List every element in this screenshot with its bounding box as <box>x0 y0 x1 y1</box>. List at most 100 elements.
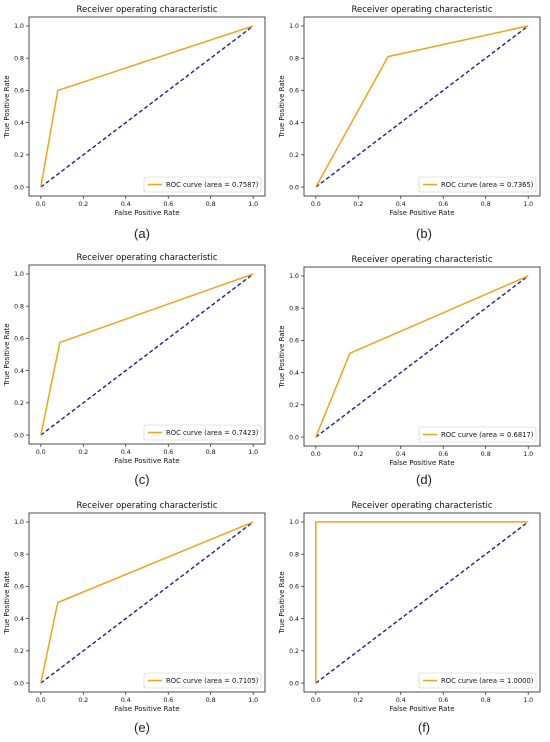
x-tick-label: 0.8 <box>206 697 216 704</box>
y-tick-label: 0.0 <box>14 432 24 439</box>
roc-panel-b: Receiver operating characteristic 0.0 0.2 0… <box>275 0 550 222</box>
roc-curve-line <box>40 25 254 188</box>
legend-box <box>418 176 537 193</box>
y-tick-label: 0.4 <box>289 370 299 377</box>
y-axis-label: True Positive Rate <box>278 75 286 138</box>
x-tick-label: 1.0 <box>248 697 258 704</box>
y-tick-label: 0.2 <box>14 400 24 407</box>
y-tick-label: 0.2 <box>289 152 299 159</box>
y-tick-label: 0.0 <box>289 184 299 191</box>
y-tick-label: 0.8 <box>14 55 24 62</box>
panel-caption: (b) <box>416 226 432 241</box>
x-tick-label: 1.0 <box>523 451 533 458</box>
y-tick-label: 0.2 <box>14 648 24 655</box>
x-tick-label: 0.4 <box>121 201 131 208</box>
y-axis-label: True Positive Rate <box>3 75 11 138</box>
y-tick-label: 0.6 <box>289 88 299 95</box>
x-tick-label: 0.2 <box>353 201 363 208</box>
legend-box <box>143 176 262 193</box>
y-tick-label: 1.0 <box>289 23 299 30</box>
y-tick-label: 0.4 <box>289 120 299 127</box>
roc-chart-svg: Receiver operating characteristic 0.0 0.2 0… <box>278 501 541 713</box>
x-tick-label: 0.6 <box>438 451 448 458</box>
x-axis-label: False Positive Rate <box>114 209 179 217</box>
roc-curve-line <box>40 521 254 684</box>
x-tick-label: 0.0 <box>311 697 321 704</box>
y-tick-label: 0.6 <box>14 88 24 95</box>
x-tick-label: 0.0 <box>36 449 46 456</box>
legend-label: ROC curve (area = 0.6817) <box>441 431 534 439</box>
x-tick-label: 1.0 <box>523 697 533 704</box>
x-tick-label: 0.8 <box>481 451 491 458</box>
y-tick-label: 0.8 <box>14 303 24 310</box>
roc-panel-f: Receiver operating characteristic 0.0 0.2 0… <box>275 496 550 718</box>
x-tick-label: 0.0 <box>311 201 321 208</box>
x-tick-label: 0.8 <box>206 449 216 456</box>
legend-box <box>418 672 537 689</box>
x-tick-label: 0.8 <box>481 201 491 208</box>
x-tick-label: 1.0 <box>248 201 258 208</box>
y-tick-label: 1.0 <box>14 519 24 526</box>
x-axis-label: False Positive Rate <box>114 457 179 465</box>
y-tick-label: 0.4 <box>14 368 24 375</box>
roc-curve-line <box>315 275 529 438</box>
y-tick-label: 0.2 <box>289 648 299 655</box>
y-tick-label: 0.2 <box>289 402 299 409</box>
roc-panel-e: Receiver operating characteristic 0.0 0.2 0… <box>0 496 275 718</box>
y-tick-label: 0.8 <box>14 551 24 558</box>
y-tick-label: 0.0 <box>289 680 299 687</box>
roc-curve-line <box>315 25 529 188</box>
roc-chart-svg: Receiver operating characteristic 0.0 0.2 0… <box>3 253 266 465</box>
chart-title: Receiver operating characteristic <box>351 501 492 511</box>
panel-caption: (a) <box>134 226 150 241</box>
y-tick-label: 0.8 <box>289 305 299 312</box>
x-tick-label: 0.6 <box>163 697 173 704</box>
x-tick-label: 0.2 <box>353 697 363 704</box>
plot-frame <box>303 512 541 693</box>
x-tick-label: 0.2 <box>78 201 88 208</box>
roc-panel-a: Receiver operating characteristic 0.0 0.2 0… <box>0 0 275 222</box>
y-tick-label: 0.8 <box>289 551 299 558</box>
y-tick-label: 0.6 <box>14 584 24 591</box>
x-tick-label: 0.0 <box>36 697 46 704</box>
chart-title: Receiver operating characteristic <box>76 253 217 263</box>
plot-frame <box>303 16 541 197</box>
legend-label: ROC curve (area = 0.7105) <box>166 677 259 685</box>
y-axis-label: True Positive Rate <box>278 325 286 388</box>
chart-title: Receiver operating characteristic <box>351 255 492 265</box>
y-axis-label: True Positive Rate <box>3 323 11 386</box>
y-tick-label: 0.0 <box>14 184 24 191</box>
roc-chart-svg: Receiver operating characteristic 0.0 0.2 0… <box>278 255 541 467</box>
roc-chart-svg: Receiver operating characteristic 0.0 0.2 0… <box>3 501 266 713</box>
y-tick-label: 0.6 <box>289 584 299 591</box>
plot-frame <box>28 264 266 445</box>
x-tick-label: 0.6 <box>163 201 173 208</box>
x-tick-label: 0.6 <box>163 449 173 456</box>
y-tick-label: 1.0 <box>289 519 299 526</box>
y-tick-label: 1.0 <box>14 23 24 30</box>
panel-caption: (c) <box>134 472 150 487</box>
roc-curve-line <box>40 273 254 436</box>
y-tick-label: 0.6 <box>14 336 24 343</box>
plot-frame <box>28 16 266 197</box>
x-tick-label: 0.4 <box>121 697 131 704</box>
roc-curve-line <box>315 521 529 684</box>
x-tick-label: 0.4 <box>396 697 406 704</box>
y-tick-label: 1.0 <box>14 271 24 278</box>
x-tick-label: 1.0 <box>523 201 533 208</box>
x-tick-label: 0.0 <box>311 451 321 458</box>
panel-caption: (e) <box>134 720 150 735</box>
roc-panel-c: Receiver operating characteristic 0.0 0.2 0… <box>0 248 275 470</box>
panel-caption: (f) <box>417 720 431 735</box>
plot-frame <box>28 512 266 693</box>
y-tick-label: 0.4 <box>14 616 24 623</box>
y-tick-label: 0.8 <box>289 55 299 62</box>
chance-diagonal-line <box>315 521 529 684</box>
chance-diagonal-line <box>315 275 529 438</box>
legend-label: ROC curve (area = 0.7365) <box>441 181 534 189</box>
x-axis-label: False Positive Rate <box>389 705 454 713</box>
x-tick-label: 0.2 <box>353 451 363 458</box>
x-tick-label: 0.4 <box>121 449 131 456</box>
y-axis-label: True Positive Rate <box>278 571 286 634</box>
roc-chart-svg: Receiver operating characteristic 0.0 0.2 0… <box>278 5 541 217</box>
